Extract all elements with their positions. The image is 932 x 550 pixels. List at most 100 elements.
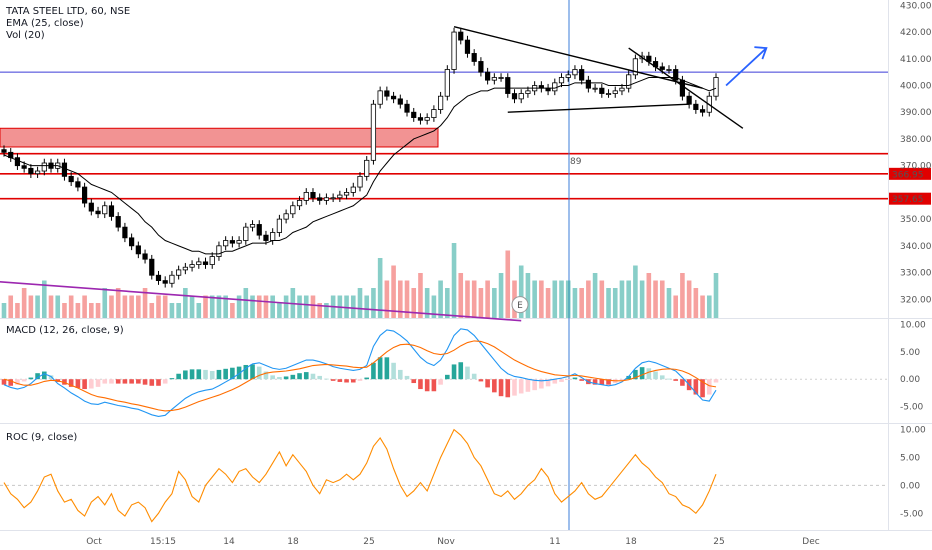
macd-histogram-bar [250,364,255,380]
candle-body [505,77,511,94]
candle-body [357,175,363,188]
macd-histogram-bar [303,372,309,380]
candle-body [41,162,47,172]
macd-histogram-bar [492,379,497,393]
volume-bar [673,295,678,318]
volume-bar [485,280,490,318]
event-marker-label: E [517,301,523,311]
candle-body [290,205,296,215]
volume-bar [142,288,148,318]
macd-histogram-bar [713,379,719,383]
roc-line [3,428,717,523]
volume-bar [458,273,464,318]
volume-bar [465,280,470,318]
volume-bar [357,288,363,318]
macd-histogram-bar [344,379,349,383]
candle-body [518,93,524,100]
macd-histogram-bar [196,369,202,380]
macd-histogram-bar [283,376,289,380]
volume-bar [626,280,631,318]
macd-histogram-bar [82,379,87,390]
price-tick-label: 320.00 [900,295,932,305]
macd-histogram-bar [458,362,464,380]
candle-body [129,237,135,247]
macd-histogram-bar [149,379,155,386]
volume-bar [15,303,20,318]
price-tick-label: 410.00 [900,55,932,65]
candle-body [585,79,591,89]
macd-histogram-bar [109,379,114,384]
macd-histogram-bar [102,379,108,384]
macd-histogram-bar [646,368,652,380]
volume-bar [377,258,383,318]
price-tick-label: 370.00 [900,162,932,172]
candle-body [377,90,383,105]
volume-bar [525,273,531,318]
macd-histogram-bar [263,371,269,380]
candle-body [21,165,27,169]
macd-histogram-bar [579,379,584,381]
volume-bar [559,280,564,318]
macd-histogram-bar [619,379,625,381]
volume-bar [122,295,128,318]
volume-bar [418,273,423,318]
price-level-label-bg [889,192,931,205]
volume-bar [236,295,242,318]
candle-body [189,264,195,268]
candle-body [659,66,665,70]
macd-histogram-bar [189,369,195,380]
ema-line [3,76,717,255]
volume-bar [270,295,275,318]
candle-body [431,109,437,118]
macd-histogram-bar [606,379,611,385]
candle-body [619,87,625,92]
candle-body [75,181,81,188]
candle-body [511,93,518,100]
candle-body [599,87,605,94]
volume-bar [28,295,34,318]
macd-histogram-bar [706,379,712,395]
macd-histogram-bar [418,379,423,390]
macd-title[interactable]: MACD (12, 26, close, 9) [6,325,124,336]
volume-bar [115,288,121,318]
volume-bar [599,280,605,318]
macd-histogram-bar [666,378,672,380]
candle-body [605,93,612,95]
macd-histogram-bar [1,379,7,385]
candle-body [82,186,88,204]
price-level-label: 366.95 [892,170,924,180]
macd-histogram-bar [693,379,699,395]
vol-legend[interactable]: Vol (20) [6,30,45,41]
volume-bar [156,295,161,318]
candle-body [68,175,74,183]
macd-histogram-bar [129,379,134,384]
macd-histogram-bar [431,379,437,392]
price-level-label: 357.65 [892,195,924,205]
volume-bar [552,280,558,318]
roc-title[interactable]: ROC (9, close) [6,432,78,443]
candle-body [108,205,115,217]
macd-histogram-bar [337,379,343,382]
price-tick-label: 400.00 [900,82,932,92]
volume-bar [451,243,457,318]
triangle-lower-trendline [507,103,690,113]
ema-legend[interactable]: EMA (25, close) [6,18,84,29]
macd-histogram-bar [48,375,54,380]
macd-histogram-bar [545,379,551,387]
macd-histogram-bar [216,369,222,380]
x-tick-label: 25 [363,537,374,547]
macd-histogram-bar [115,379,121,384]
macd-histogram-bar [290,374,296,380]
macd-histogram-bar [559,379,564,382]
macd-histogram-bar [539,379,544,389]
volume-bar [398,280,403,318]
volume-bar [196,303,202,318]
macd-histogram-bar [122,379,128,384]
symbol-title[interactable]: TATA STEEL LTD, 60, NSE [6,6,131,17]
macd-histogram-bar [183,370,188,380]
volume-bar [1,303,7,318]
volume-bar [612,288,618,318]
volume-bar [21,288,27,318]
